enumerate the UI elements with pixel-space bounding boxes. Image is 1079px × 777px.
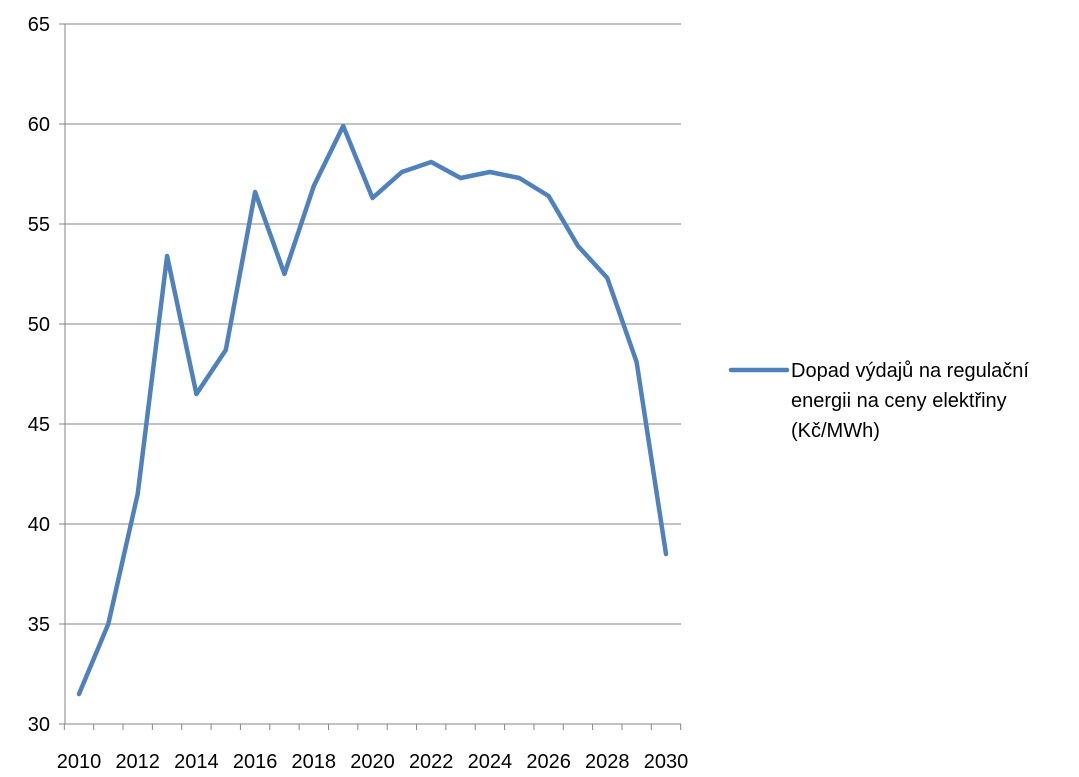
x-tick-label-2026: 2026 — [526, 751, 571, 773]
series-line-0 — [79, 126, 666, 694]
legend-label-line-2: (Kč/MWh) — [791, 420, 880, 442]
series-group — [79, 126, 666, 694]
x-tick-label-2020: 2020 — [350, 751, 395, 773]
x-axis-ticks: 2010 2012 2014 2016 2018 2020 2022 2024 2026 2028… — [57, 724, 689, 773]
y-axis-ticks: 30 35 40 45 50 55 60 65 — [28, 14, 50, 736]
x-tick-label-2010: 2010 — [57, 751, 102, 773]
x-tick-label-2030: 2030 — [644, 751, 689, 773]
x-tick-label-2024: 2024 — [468, 751, 513, 773]
x-tick-label-2014: 2014 — [174, 751, 219, 773]
y-tick-label-50: 50 — [28, 314, 50, 336]
legend: Dopad výdajů na regulační energii na ceny… — [731, 360, 1029, 442]
x-tick-label-2016: 2016 — [233, 751, 278, 773]
legend-label-line-1: energii na ceny elektřiny — [791, 390, 1007, 412]
x-tick-label-2018: 2018 — [292, 751, 337, 773]
y-tick-label-40: 40 — [28, 514, 50, 536]
x-tick-label-2022: 2022 — [409, 751, 454, 773]
x-tick-label-2028: 2028 — [585, 751, 630, 773]
gridlines — [59, 24, 681, 624]
legend-label-line-0: Dopad výdajů na regulační — [791, 360, 1029, 382]
y-tick-label-65: 65 — [28, 14, 50, 36]
y-tick-label-30: 30 — [28, 714, 50, 736]
y-tick-label-60: 60 — [28, 114, 50, 136]
y-tick-label-45: 45 — [28, 414, 50, 436]
y-tick-label-55: 55 — [28, 214, 50, 236]
x-tick-label-2012: 2012 — [115, 751, 160, 773]
y-tick-label-35: 35 — [28, 614, 50, 636]
